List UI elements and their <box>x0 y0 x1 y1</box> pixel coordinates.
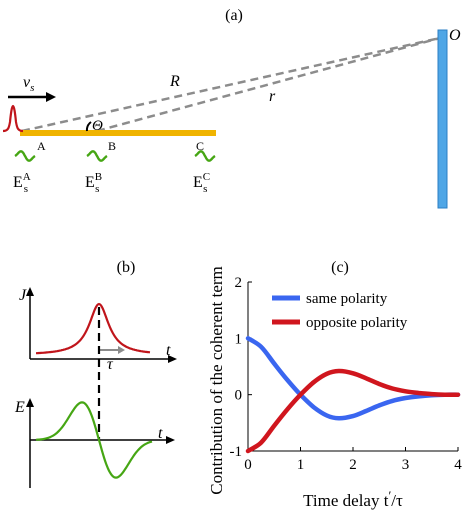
legend-label-0: same polarity <box>306 291 388 307</box>
wavelet-C <box>194 150 216 162</box>
series-line-1 <box>245 368 461 454</box>
x-tick-label: 0 <box>244 457 252 473</box>
legend-label-1: opposite polarity <box>306 315 408 331</box>
point-label-C: C <box>196 139 204 153</box>
y-axis-label: Contribution of the coherent term <box>207 266 226 495</box>
top-y-arrow <box>26 287 34 296</box>
current-profile-curve <box>36 302 151 355</box>
x-axis-label: Time delay t′/τ <box>303 488 403 510</box>
point-label-B: B <box>108 139 116 153</box>
point-label-A: A <box>37 139 46 153</box>
x-tick-label: 3 <box>402 457 410 473</box>
velocity-arrow-head <box>46 92 56 102</box>
y-tick-label: 2 <box>235 275 243 291</box>
angle-arc <box>85 121 92 132</box>
x-tick-label: 2 <box>349 457 357 473</box>
distance-r-label: r <box>269 88 276 105</box>
ray-r <box>96 36 441 133</box>
y-tick-label: 0 <box>235 388 243 404</box>
observer-label: O <box>449 27 461 44</box>
x-tick-label: 1 <box>297 457 305 473</box>
ray-R <box>21 36 441 133</box>
panel-b-label: (b) <box>117 259 136 276</box>
y-tick-label: 1 <box>235 331 243 347</box>
current-axis-label: J <box>19 287 27 304</box>
wavelet-B <box>86 150 108 162</box>
tau-label: τ <box>107 356 114 373</box>
time-axis-label-top: t <box>166 342 171 359</box>
field-label-C: EC s <box>193 171 210 195</box>
series-line-0 <box>245 336 461 421</box>
tau-arrow-head <box>118 346 125 354</box>
time-axis-label-bottom: t <box>158 425 163 442</box>
field-axis-label: E <box>14 399 25 416</box>
radiated-field-curve <box>35 401 153 479</box>
panel-a-label: (a) <box>225 7 243 24</box>
field-label-A: EA s <box>13 171 31 195</box>
field-label-B: EB s <box>85 171 102 195</box>
x-tick-label: 4 <box>454 457 462 473</box>
panel-c-label: (c) <box>331 259 349 276</box>
distance-R-label: R <box>169 73 180 90</box>
velocity-label: vs <box>23 74 34 94</box>
electron-pulse <box>2 104 24 133</box>
angle-label: Θ <box>92 118 103 134</box>
detector-screen <box>437 29 448 209</box>
wavelet-A <box>14 150 36 162</box>
bottom-x-arrow <box>166 436 175 444</box>
emitter-bar <box>20 130 216 136</box>
y-tick-label: -1 <box>230 444 243 460</box>
top-x-arrow <box>168 355 177 363</box>
bottom-y-arrow <box>26 398 34 407</box>
